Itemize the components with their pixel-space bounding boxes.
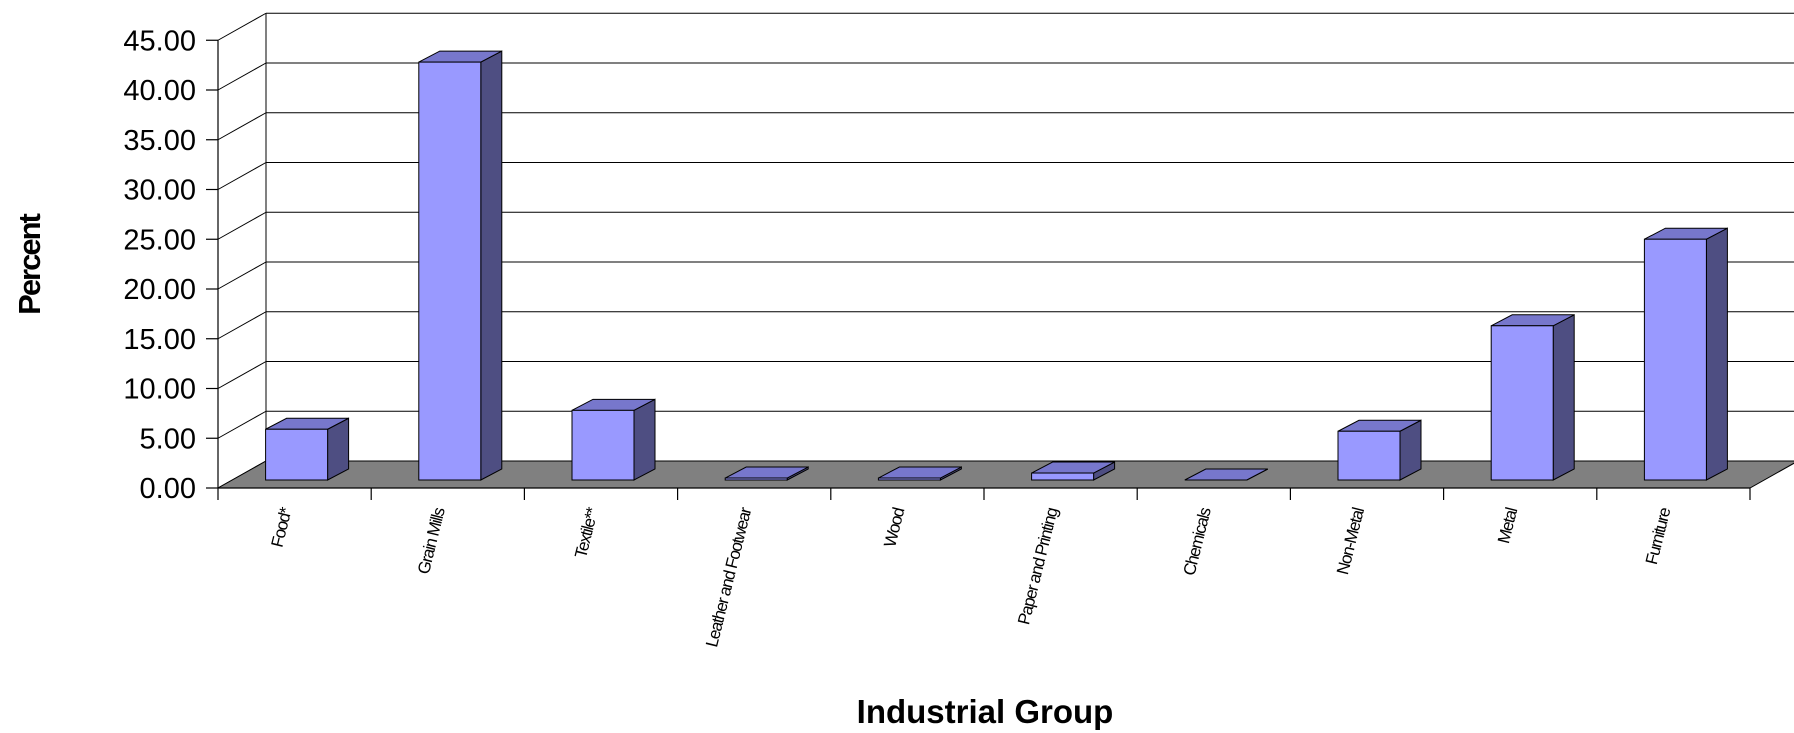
x-tick-label: Food* — [268, 505, 296, 549]
bar-front-face — [1031, 472, 1095, 481]
bar-front-face — [265, 428, 329, 481]
x-tick-label: Chemicals — [1180, 506, 1215, 578]
bar — [1031, 461, 1116, 481]
bars-layer — [265, 50, 1728, 481]
bar-front-face — [1643, 238, 1707, 481]
bar-front-face — [1337, 430, 1401, 481]
bar-front-face — [724, 477, 788, 481]
y-tick-label: 15.00 — [123, 324, 196, 356]
side-gridline — [217, 62, 267, 91]
bar — [571, 398, 656, 481]
y-tick-label: 35.00 — [123, 125, 196, 157]
back-wall-layer — [217, 12, 1794, 489]
bar-side-face — [480, 50, 503, 481]
x-tick-labels: Food* Grain Mills Textile** Leather and Foo… — [268, 505, 1675, 649]
bar-front-face — [571, 409, 635, 481]
y-tick-label: 25.00 — [123, 224, 196, 256]
x-tick-label: Metal — [1494, 506, 1521, 546]
y-tick-label: 0.00 — [140, 473, 196, 505]
bar-front-face — [1490, 325, 1554, 481]
y-tick-labels: 0.00 5.00 10.00 15.00 20.00 25.00 30.00 35.00 40… — [123, 25, 196, 505]
bar — [418, 50, 503, 481]
side-gridline — [217, 112, 267, 141]
side-gridline — [217, 410, 267, 439]
bar-side-face — [633, 398, 656, 481]
bar — [265, 417, 350, 481]
x-tick-label: Leather and Footwear — [702, 505, 755, 649]
bar — [1337, 419, 1422, 481]
y-tick-label: 45.00 — [123, 25, 196, 57]
bar — [1643, 227, 1728, 481]
y-tick-label: 20.00 — [123, 274, 196, 306]
y-tick-label: 30.00 — [123, 175, 196, 207]
y-tick-label: 10.00 — [123, 374, 196, 406]
y-tick-label: 5.00 — [140, 423, 196, 455]
y-axis-title: Percent — [12, 213, 47, 314]
x-tick-label: Grain Mills — [414, 506, 449, 576]
x-tick-label: Textile** — [571, 505, 602, 560]
bar-side-face — [1552, 313, 1575, 481]
side-gridline — [217, 162, 267, 190]
bar-front-face — [877, 477, 941, 481]
x-tick-label: Non-Metal — [1333, 506, 1368, 577]
side-gridline — [217, 261, 267, 290]
y-tick-label: 40.00 — [123, 75, 196, 107]
side-gridline — [217, 311, 267, 340]
x-axis-title: Industrial Group — [857, 693, 1114, 730]
bar-side-face — [1705, 227, 1728, 481]
bar-top-face — [1184, 468, 1269, 481]
x-tick-label: Paper and Printing — [1014, 506, 1061, 627]
bar — [877, 466, 962, 481]
x-tick-label: Wood — [880, 506, 908, 549]
bar — [1490, 313, 1575, 481]
side-gridline — [217, 211, 267, 240]
side-gridline — [217, 12, 267, 41]
axes-layer — [206, 39, 1751, 500]
side-gridline — [217, 361, 267, 389]
bar-front-face — [418, 61, 482, 481]
bar — [724, 466, 809, 481]
bar — [1184, 468, 1269, 481]
x-tick-label: Furniture — [1642, 506, 1674, 567]
